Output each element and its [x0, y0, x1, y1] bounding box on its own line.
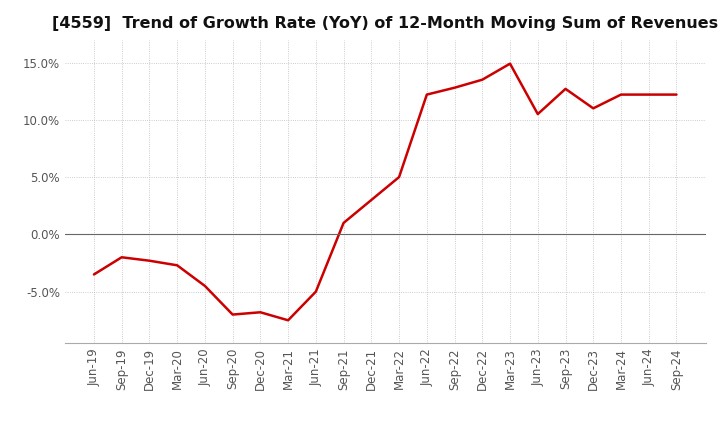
Title: [4559]  Trend of Growth Rate (YoY) of 12-Month Moving Sum of Revenues: [4559] Trend of Growth Rate (YoY) of 12-… — [52, 16, 719, 32]
